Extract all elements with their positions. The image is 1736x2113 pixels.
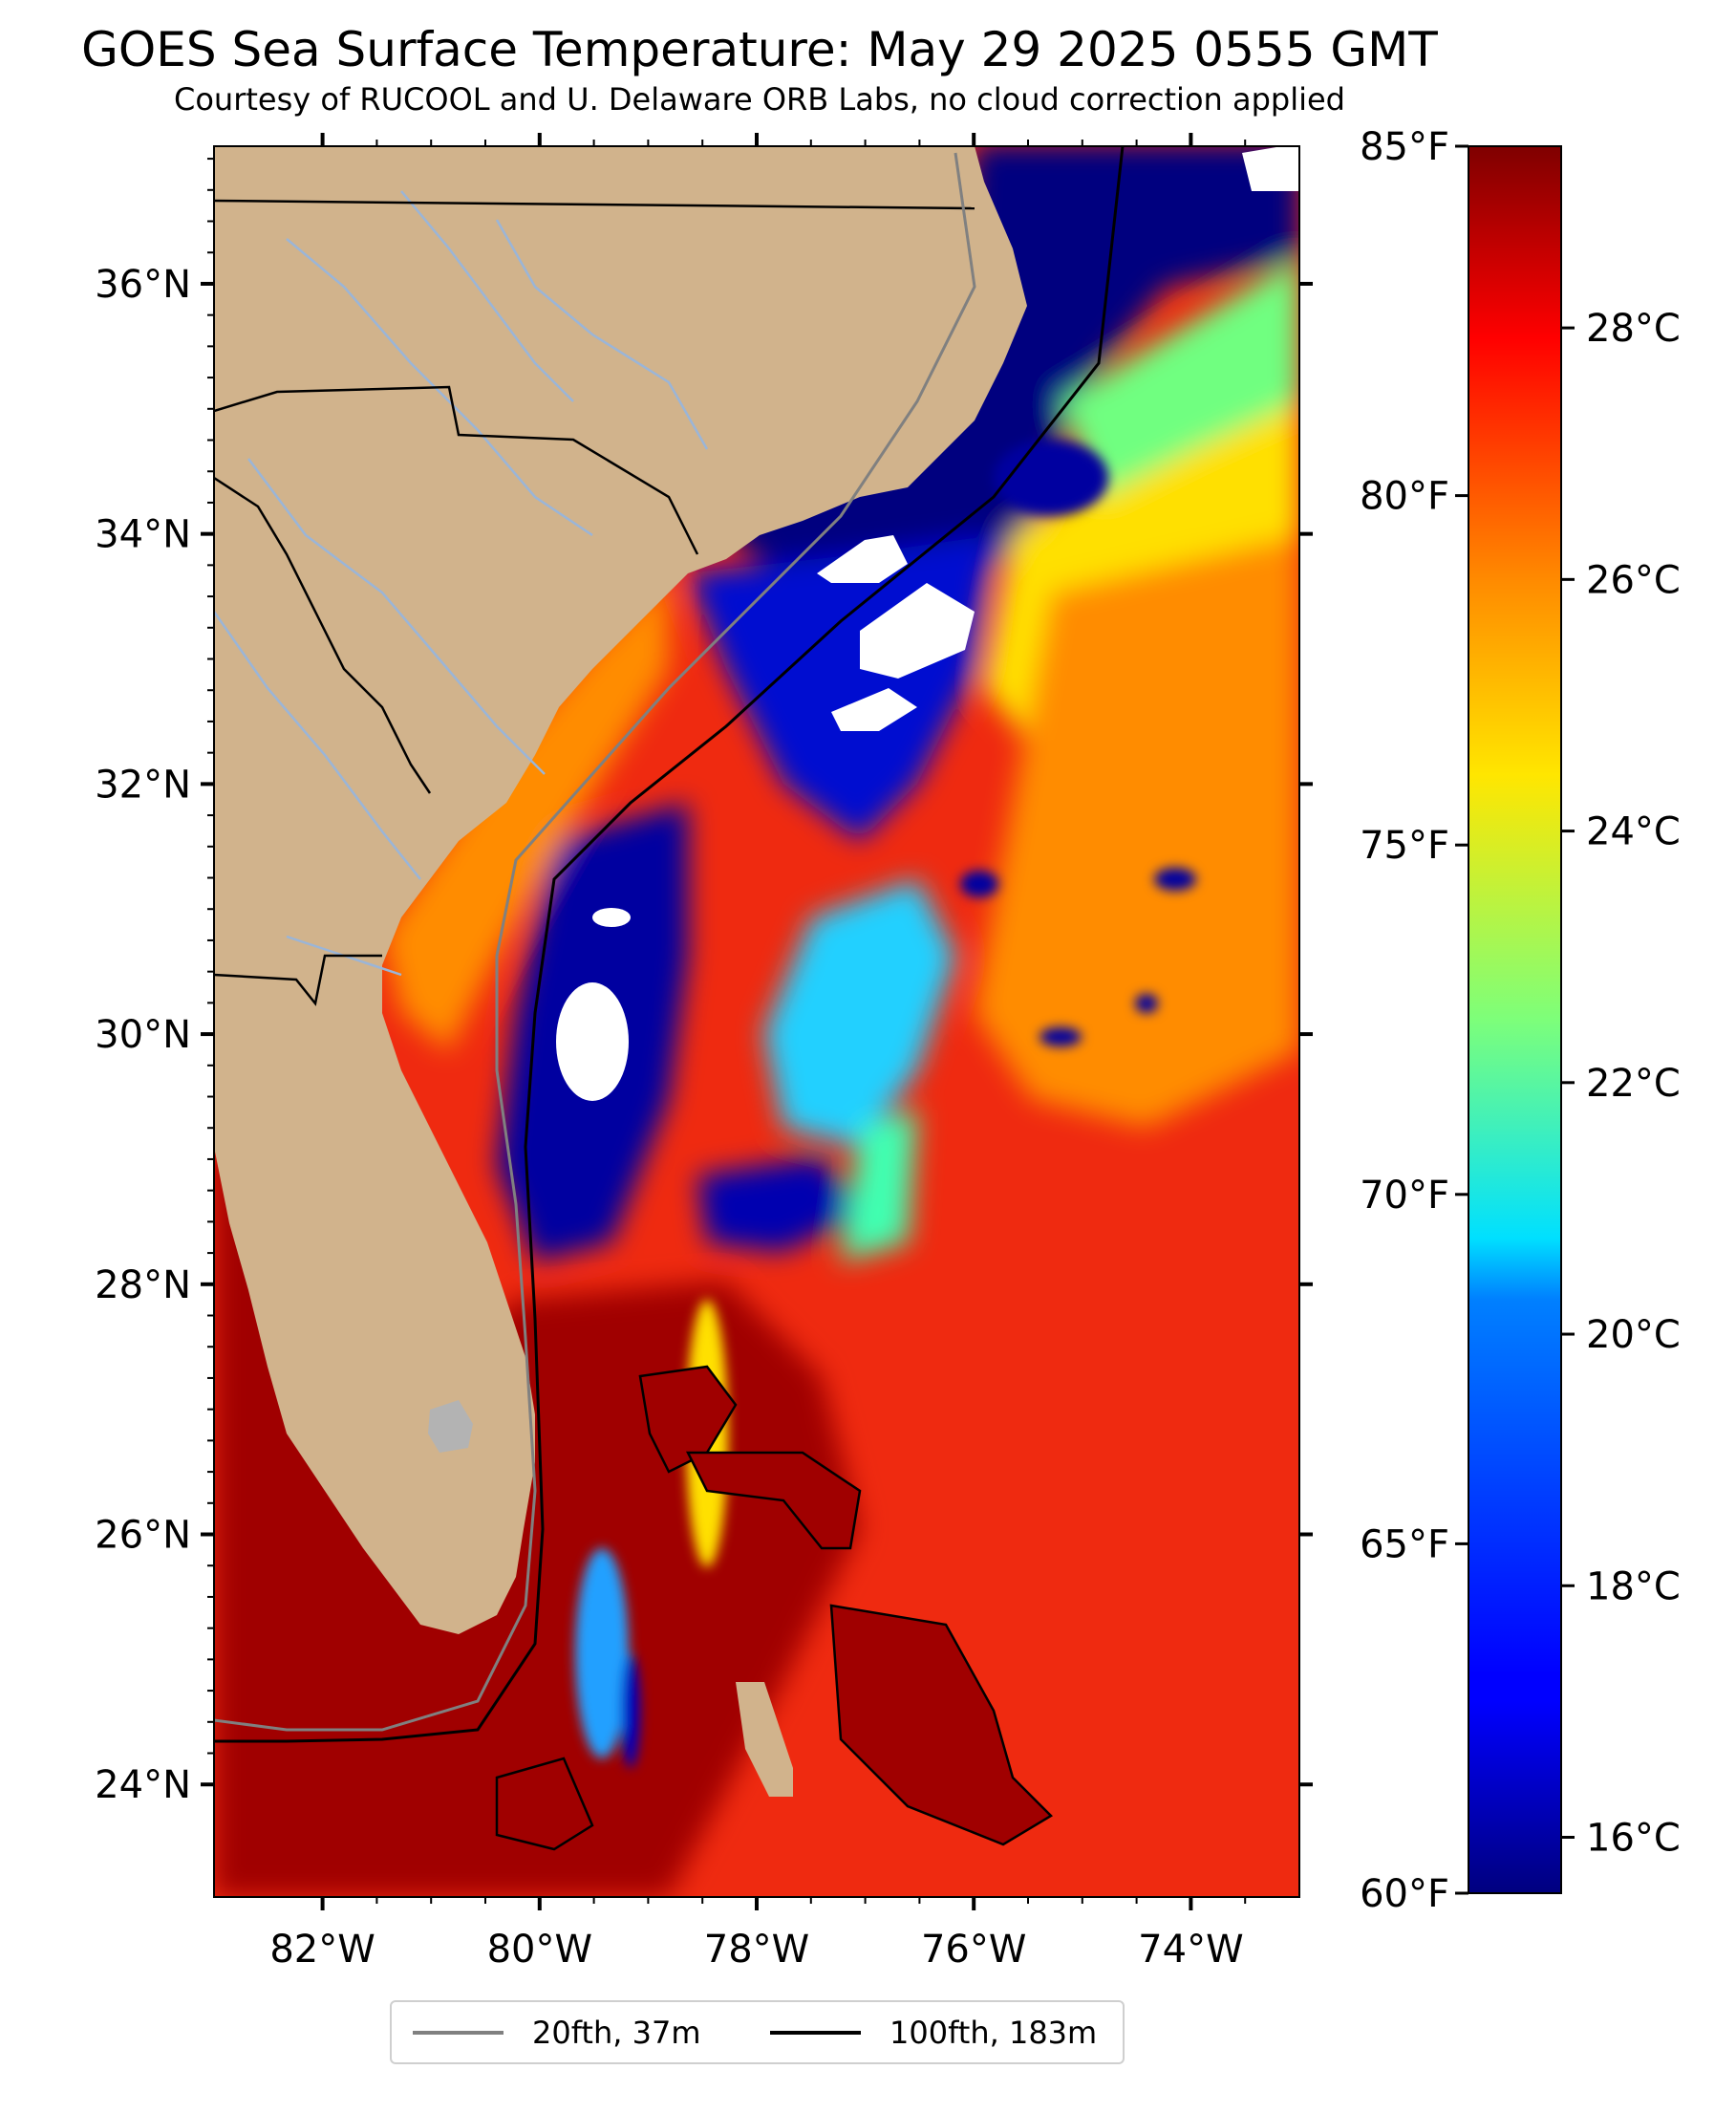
land-andros-island xyxy=(736,1682,793,1797)
no-data-patch xyxy=(592,908,631,927)
fahrenheit-tick-label: 85°F xyxy=(1360,125,1449,169)
river xyxy=(214,611,421,880)
cold-patch xyxy=(1135,994,1158,1013)
celsius-tick-label: 24°C xyxy=(1586,810,1681,854)
celsius-tick-label: 18°C xyxy=(1586,1564,1681,1608)
cold-patch xyxy=(1154,868,1196,891)
legend-item-20fth: 20fth, 37m xyxy=(413,2014,700,2052)
bahamas-bank xyxy=(829,1604,1054,1846)
celsius-tick-label: 22°C xyxy=(1586,1062,1681,1106)
legend-label: 20fth, 37m xyxy=(532,2015,701,2051)
river xyxy=(495,219,709,450)
celsius-tick-label: 16°C xyxy=(1586,1817,1681,1861)
celsius-tick-label: 26°C xyxy=(1586,558,1681,602)
cyan-eddy xyxy=(764,879,955,1147)
celsius-tick-label: 28°C xyxy=(1586,307,1681,351)
map-axes: 36°N 34°N 32°N 30°N 28°N 26°N 24°N 82°W 80°W 78°W… xyxy=(95,133,1313,1972)
lake-okeechobee xyxy=(428,1400,473,1453)
lon-tick-label: 76°W xyxy=(921,1928,1026,1972)
lat-tick-label: 36°N xyxy=(95,263,191,307)
land xyxy=(214,146,1027,1797)
green-band xyxy=(1061,258,1299,497)
legend-swatch xyxy=(770,2031,861,2035)
lat-tick-label: 30°N xyxy=(95,1013,191,1057)
lat-tick-label: 24°N xyxy=(95,1763,191,1807)
sst-map xyxy=(214,146,1299,1897)
no-data-patch xyxy=(556,982,629,1101)
state-borders xyxy=(214,199,975,1006)
state-border xyxy=(214,476,432,794)
lon-tick-label: 78°W xyxy=(704,1928,809,1972)
green-eddy-south xyxy=(841,1109,917,1261)
river xyxy=(400,190,574,402)
colorbar-axes: 85°F 80°F 75°F 70°F 65°F 60°F 28°C 26°C 24°C 22°C… xyxy=(1360,125,1681,1916)
fahrenheit-tick-label: 75°F xyxy=(1360,824,1449,868)
land-mainland xyxy=(214,146,1027,1634)
state-border xyxy=(214,954,382,1006)
fahrenheit-tick-label: 60°F xyxy=(1360,1872,1449,1916)
shelf-orange-ga xyxy=(382,573,669,1051)
rivers xyxy=(214,190,709,977)
legend-label: 100fth, 183m xyxy=(889,2015,1098,2051)
lat-tick-label: 34°N xyxy=(95,513,191,557)
fahrenheit-tick-label: 80°F xyxy=(1360,475,1449,519)
cold-patch xyxy=(994,440,1108,516)
bahamas-bank xyxy=(685,1451,862,1550)
isobath-100fth xyxy=(214,146,1125,1743)
river xyxy=(247,458,546,775)
lat-tick-label: 26°N xyxy=(95,1514,191,1558)
colorbar xyxy=(1468,145,1562,1894)
legend-swatch xyxy=(413,2031,504,2035)
isobath-20fth xyxy=(214,152,976,1732)
cold-patch xyxy=(1039,1027,1082,1046)
celsius-tick-label: 20°C xyxy=(1586,1313,1681,1357)
lat-tick-label: 28°N xyxy=(95,1263,191,1307)
legend-item-100fth: 100fth, 183m xyxy=(770,2014,1097,2052)
lat-tick-label: 32°N xyxy=(95,763,191,807)
river xyxy=(286,238,593,537)
lon-tick-label: 74°W xyxy=(1138,1928,1243,1972)
state-border xyxy=(214,199,975,210)
fahrenheit-tick-label: 70°F xyxy=(1360,1174,1449,1218)
orange-offshore xyxy=(975,535,1299,1128)
no-data-patch xyxy=(817,535,908,583)
legend: 20fth, 37m 100fth, 183m xyxy=(390,2000,1125,2064)
yellow-filament xyxy=(575,1548,629,1758)
no-data-patch xyxy=(831,688,917,731)
blue-filament xyxy=(621,1653,640,1768)
state-border xyxy=(214,385,699,555)
bahamas xyxy=(495,1365,1054,1851)
blue-eddy-south xyxy=(697,1156,860,1252)
no-data-areas xyxy=(556,146,1299,1101)
fahrenheit-tick-label: 65°F xyxy=(1360,1522,1449,1566)
lon-tick-label: 80°W xyxy=(487,1928,592,1972)
map-subtitle: Courtesy of RUCOOL and U. Delaware ORB L… xyxy=(174,81,1345,118)
no-data-patch xyxy=(860,583,975,679)
bahamas-bank xyxy=(495,1757,594,1851)
no-data-patch xyxy=(1242,146,1299,191)
cold-patch xyxy=(960,871,998,897)
lon-tick-label: 82°W xyxy=(269,1928,375,1972)
map-title: GOES Sea Surface Temperature: May 29 202… xyxy=(81,22,1438,77)
